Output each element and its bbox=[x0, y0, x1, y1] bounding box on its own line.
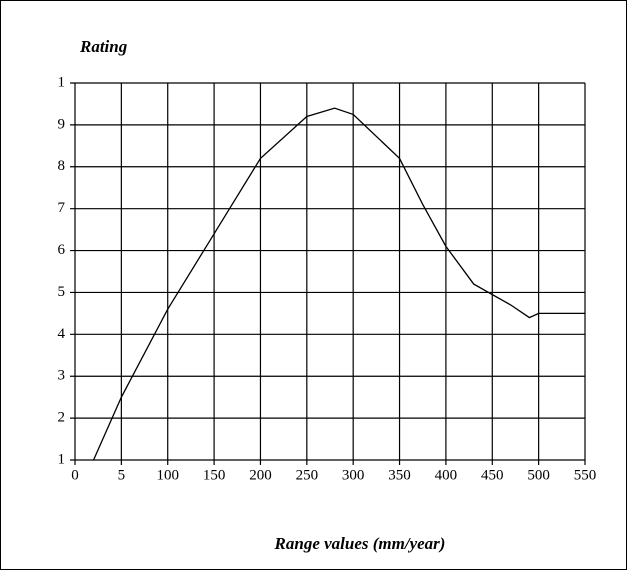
y-tick-label: 6 bbox=[58, 242, 66, 258]
y-tick-label: 3 bbox=[58, 368, 66, 384]
x-tick-label: 550 bbox=[574, 467, 597, 483]
x-tick-label: 500 bbox=[527, 467, 550, 483]
y-axis-label: Rating bbox=[79, 37, 128, 56]
x-tick-label: 0 bbox=[71, 467, 79, 483]
x-tick-label: 100 bbox=[156, 467, 179, 483]
y-tick-label: 7 bbox=[58, 200, 66, 216]
y-tick-label: 1 bbox=[58, 451, 66, 467]
x-tick-label: 450 bbox=[481, 467, 504, 483]
x-tick-label: 350 bbox=[388, 467, 411, 483]
x-tick-label: 150 bbox=[203, 467, 226, 483]
x-tick-label: 400 bbox=[435, 467, 458, 483]
y-tick-label: 9 bbox=[58, 116, 66, 132]
x-tick-label: 300 bbox=[342, 467, 365, 483]
y-tick-label: 2 bbox=[58, 410, 66, 426]
x-tick-label: 200 bbox=[249, 467, 272, 483]
x-tick-label: 250 bbox=[296, 467, 319, 483]
y-tick-label: 5 bbox=[58, 284, 66, 300]
y-tick-label: 1 bbox=[58, 74, 66, 90]
y-tick-label: 8 bbox=[58, 158, 66, 174]
x-axis-label: Range values (mm/year) bbox=[274, 534, 446, 553]
line bbox=[92, 107, 585, 461]
y-tick-label: 4 bbox=[58, 326, 66, 342]
x-tick-label: 5 bbox=[118, 467, 126, 483]
